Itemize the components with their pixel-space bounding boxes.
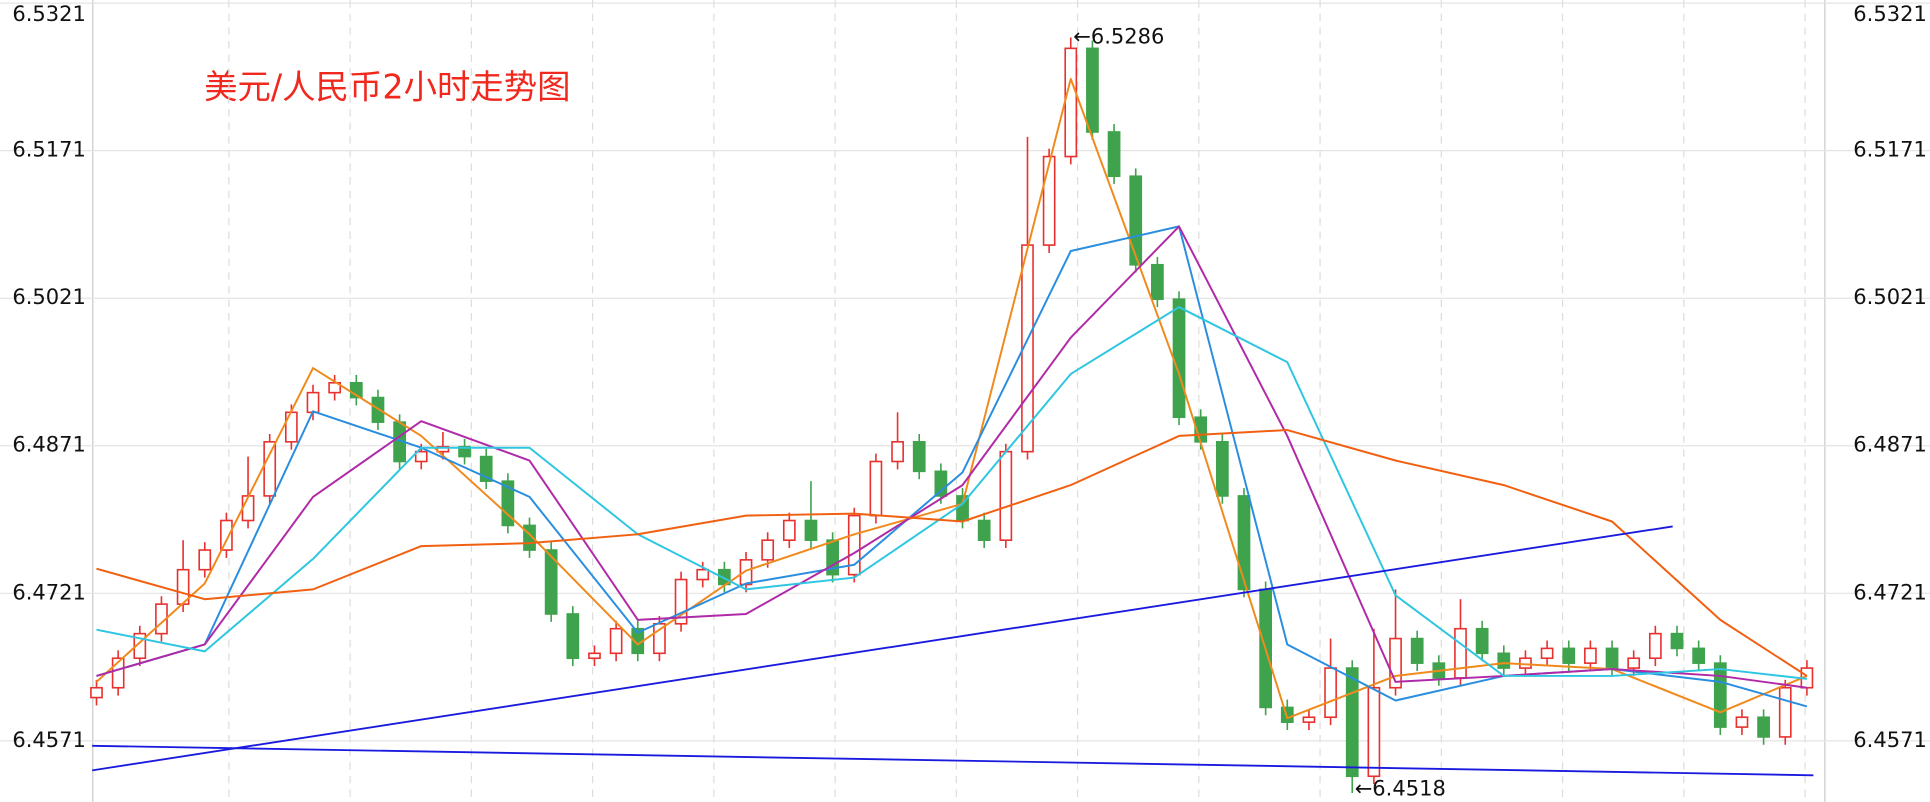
candle-body [696,568,710,581]
candle-body [1129,175,1143,266]
candle-body [1324,667,1337,719]
candle-body [1584,647,1597,664]
candle-body [1064,47,1078,158]
y-tick-label: 6.5171 [12,137,86,162]
y-tick-label: 6.4721 [12,579,86,604]
candle-body [999,450,1013,541]
candle-body [544,549,558,615]
candle-body [220,519,233,551]
candle-body [1648,632,1662,660]
candle-body [111,657,125,689]
candle-body [1237,495,1251,591]
y-tick-label-right: 6.4871 [1853,432,1927,457]
candle-body [1454,627,1467,679]
moving-average [96,225,1808,689]
y-tick-label-right: 6.5171 [1853,137,1927,162]
candle-body [912,441,926,473]
candle-body [349,381,363,399]
moving-average [96,429,1808,677]
y-tick-label: 6.4871 [12,432,86,457]
candle-body [1107,131,1121,178]
candle-body [1302,716,1316,723]
candle-body [414,450,428,463]
candle-body [133,632,147,660]
candle-body [761,539,775,561]
candle-body [198,549,212,571]
candle-body [1605,647,1619,669]
candle-body [1475,627,1489,655]
candle-body [1692,647,1706,664]
candle-body [328,381,342,394]
candle-body [1389,637,1402,689]
candle-body [609,627,623,655]
candle-body [1367,686,1381,778]
candle-body [804,519,818,541]
y-tick-label: 6.4571 [12,727,86,752]
candle-body [826,539,839,576]
candle-body [934,470,948,497]
candle-body [566,613,580,660]
candle-body [674,578,688,625]
extreme-label: ←6.5286 [1073,24,1164,49]
candle-body [1670,632,1684,650]
candle-body [1540,647,1554,660]
y-tick-label-right: 6.5021 [1853,284,1927,309]
candle-body [90,686,103,699]
candle-body [263,441,277,497]
trend-line [92,744,1814,777]
candle-body [1778,686,1792,738]
candle-body [523,524,536,551]
candle-body [891,441,904,463]
candle-body [847,514,861,576]
candle-body [1627,657,1641,669]
candle-body [1345,667,1359,778]
candle-body [1713,662,1727,728]
candle-body [306,391,320,414]
y-tick-label: 6.5321 [12,1,86,26]
candle-body [1497,652,1511,669]
candle-body [977,519,991,541]
y-tick-label-right: 6.4571 [1853,727,1927,752]
candle-body [1757,716,1770,738]
y-tick-label: 6.5021 [12,284,86,309]
moving-average [96,306,1808,680]
candle-body [1215,441,1229,497]
y-tick-label-right: 6.5321 [1853,1,1927,26]
candle-body [479,455,493,482]
candle-body [1151,263,1164,300]
candle-body [869,460,883,517]
candle-body [1042,155,1056,246]
candle-body [1410,637,1424,664]
extreme-label: ←6.4518 [1355,775,1446,800]
trend-line [92,525,1673,772]
candle-body [588,652,601,660]
candle-body [1280,706,1294,723]
moving-average [95,77,1808,720]
candle-body [1172,298,1186,419]
candle-body [782,519,796,541]
candle-body [1735,716,1749,728]
candle-body [501,480,515,527]
candle-body [1086,47,1099,133]
candle-body [1562,647,1576,664]
candle-body [241,495,255,522]
y-tick-label-right: 6.4721 [1853,579,1927,604]
chart-title: 美元/人民币2小时走势图 [204,68,570,107]
